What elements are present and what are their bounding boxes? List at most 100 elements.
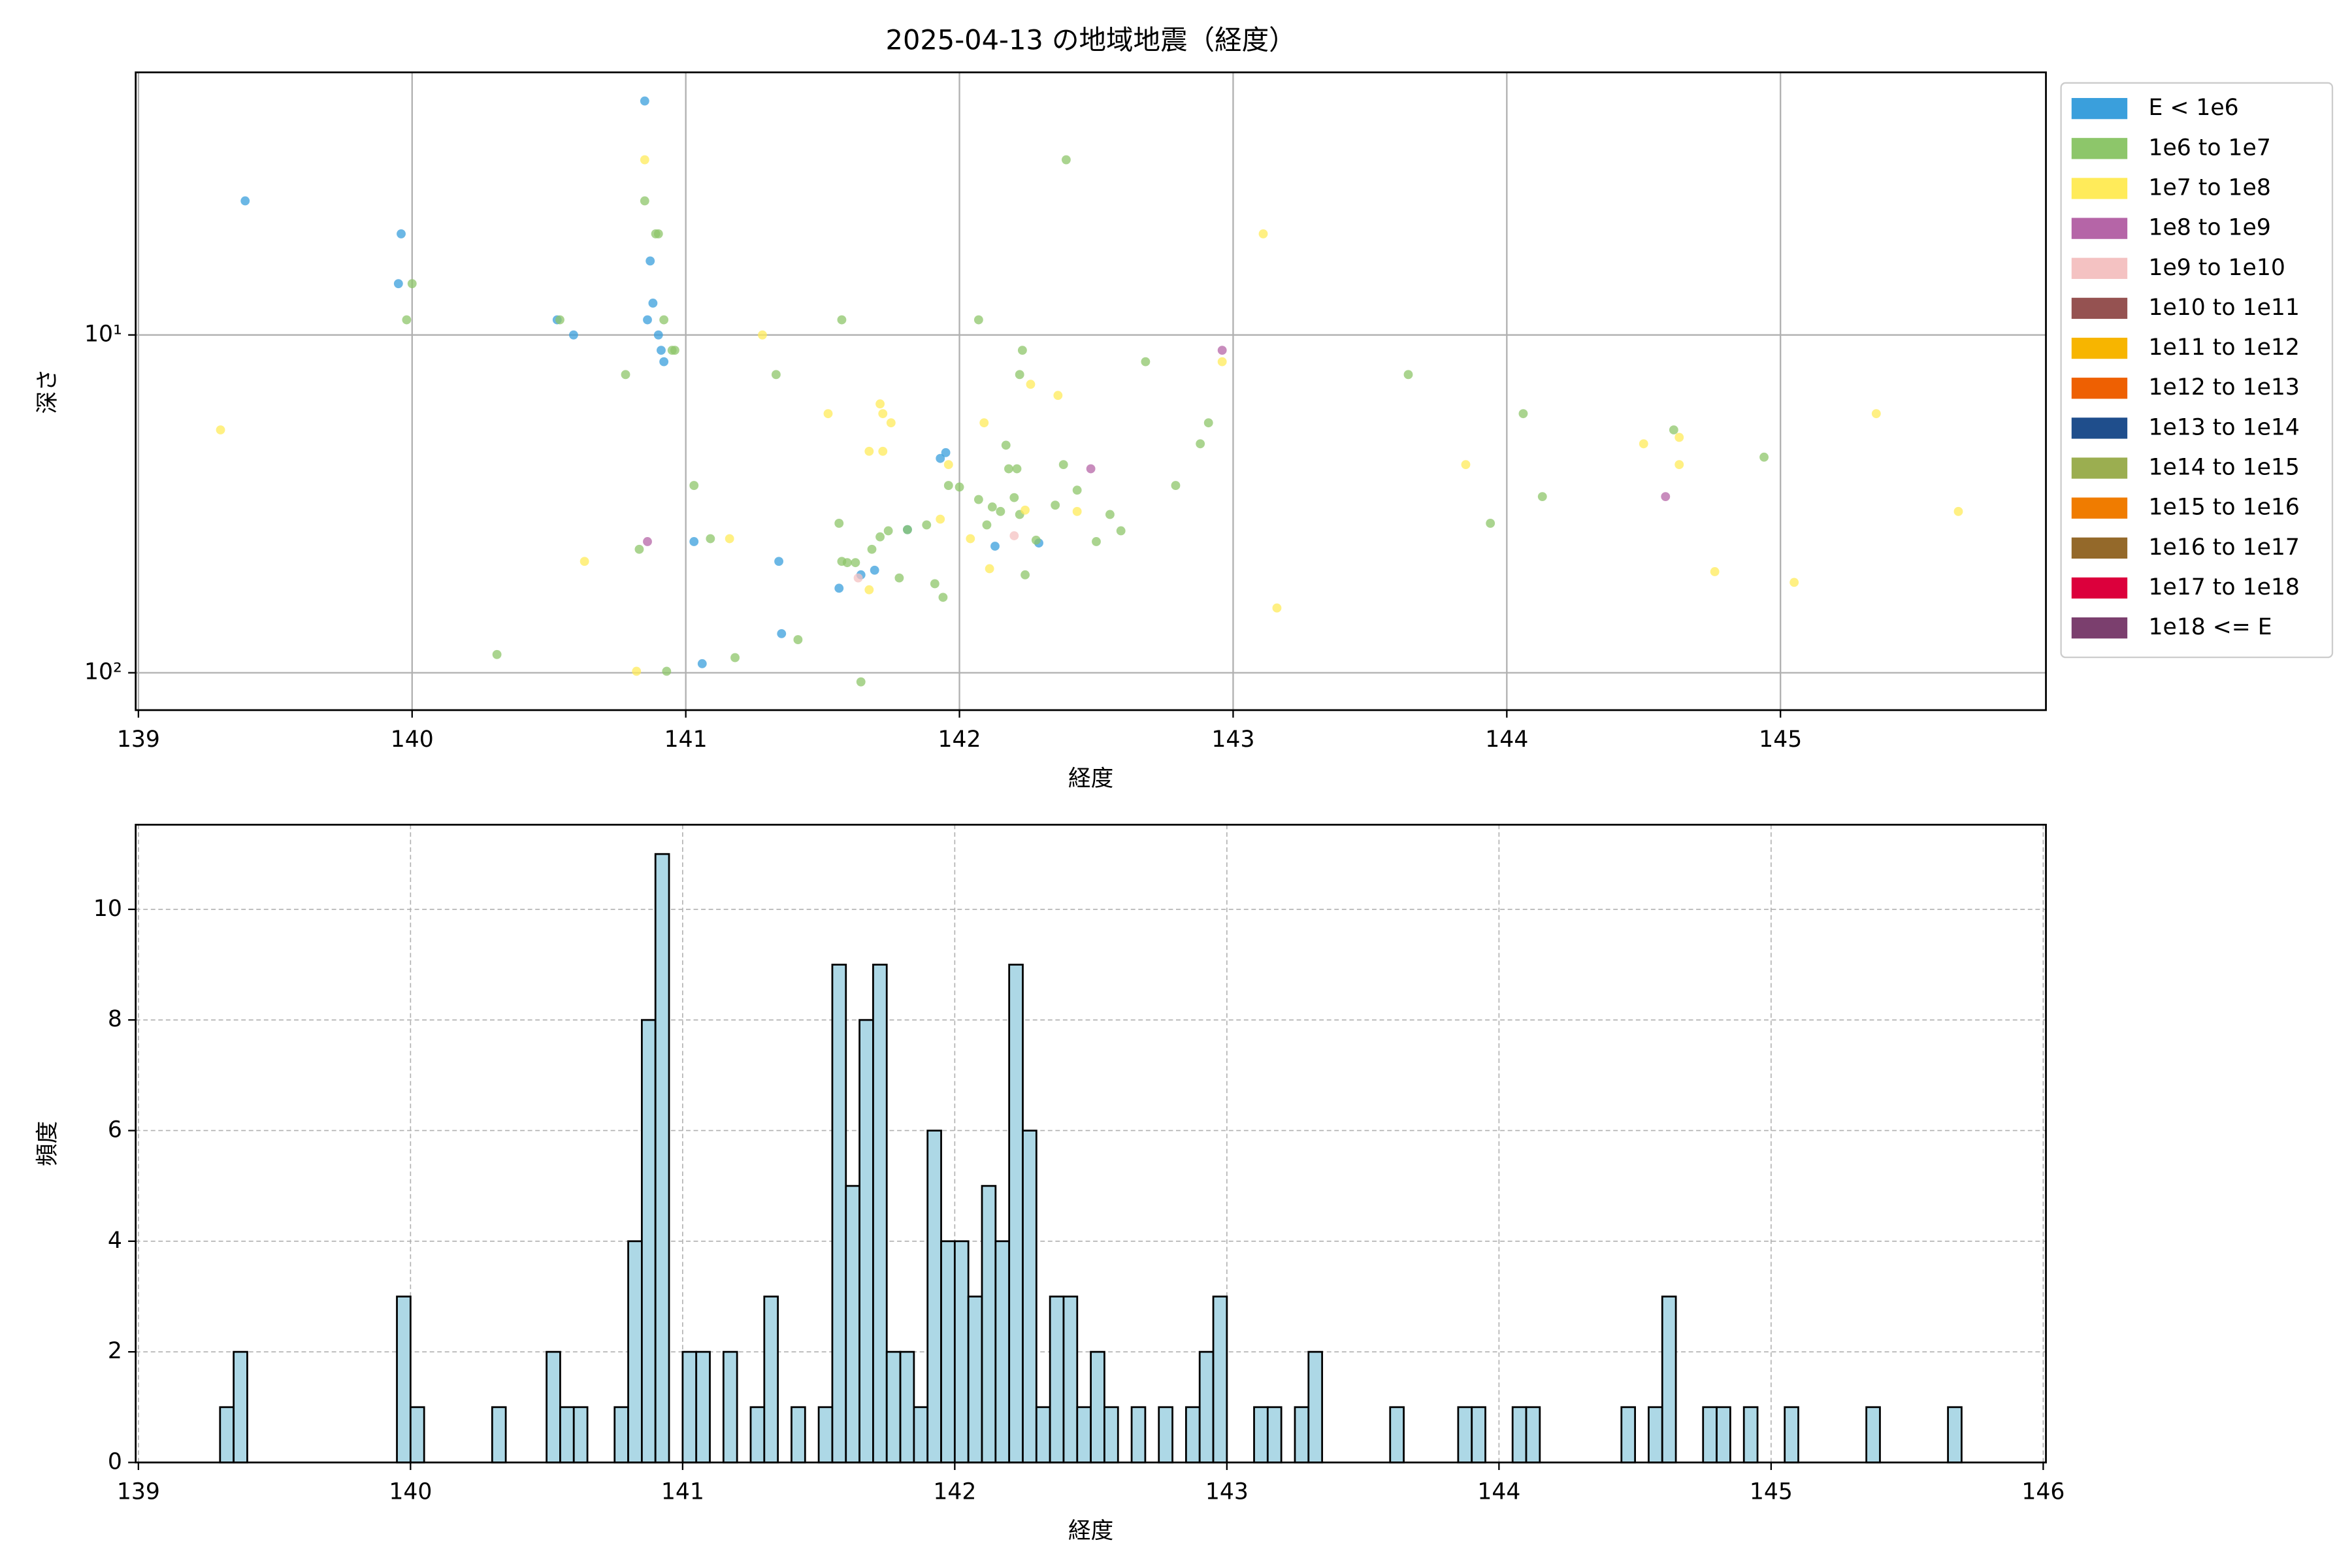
data-point — [1051, 500, 1060, 510]
data-point — [966, 534, 975, 544]
data-point — [1217, 346, 1227, 355]
data-point — [985, 564, 994, 574]
histogram-bar — [1661, 1296, 1677, 1463]
x-tick-label: 144 — [1477, 1479, 1520, 1505]
histogram-bar — [1620, 1406, 1637, 1463]
histogram-bar — [940, 1240, 956, 1463]
data-point — [407, 279, 417, 289]
histogram-bar — [219, 1406, 235, 1463]
data-point — [393, 279, 403, 289]
histogram-bar — [1158, 1406, 1173, 1463]
data-point — [648, 299, 658, 308]
histogram-bar — [722, 1350, 738, 1463]
histogram-bar — [1389, 1406, 1405, 1463]
data-point — [771, 370, 781, 380]
y-tick-label: 10 — [93, 896, 122, 922]
data-point — [1058, 460, 1068, 470]
data-point — [580, 557, 589, 566]
histogram-bar — [899, 1350, 915, 1463]
data-point — [397, 229, 406, 238]
data-point — [823, 409, 833, 419]
data-point — [851, 558, 860, 568]
data-point — [996, 506, 1005, 516]
data-point — [657, 346, 666, 355]
histogram-bar — [1702, 1406, 1718, 1463]
legend-swatch — [2071, 497, 2128, 519]
histogram-bar — [491, 1406, 507, 1463]
legend-swatch — [2071, 537, 2128, 559]
data-point — [777, 629, 787, 638]
legend-label: 1e18 <= E — [2148, 614, 2272, 640]
histogram-bar — [1742, 1406, 1759, 1463]
data-point — [979, 418, 989, 428]
data-point — [886, 418, 896, 428]
data-point — [1053, 391, 1063, 400]
data-point — [1674, 433, 1684, 442]
legend-label: 1e9 to 1e10 — [2148, 255, 2285, 281]
data-point — [645, 256, 655, 266]
data-point — [1871, 409, 1881, 419]
data-point — [670, 346, 679, 355]
histogram-bar — [695, 1350, 711, 1463]
data-point — [1403, 370, 1413, 380]
data-point — [643, 537, 652, 546]
legend-swatch — [2071, 378, 2128, 399]
data-point — [1086, 464, 1096, 474]
x-tick-label: 146 — [2021, 1479, 2065, 1505]
legend-swatch — [2071, 138, 2128, 159]
data-point — [864, 585, 874, 595]
data-point — [653, 229, 663, 238]
plot-frame — [135, 71, 2047, 711]
histogram-bar — [1198, 1350, 1215, 1463]
legend-label: 1e14 to 1e15 — [2148, 455, 2299, 481]
data-point — [973, 495, 983, 504]
data-point — [1001, 440, 1011, 450]
data-point — [883, 526, 893, 536]
histogram-bar — [872, 964, 888, 1463]
legend-label: 1e6 to 1e7 — [2148, 135, 2270, 161]
data-point — [1203, 418, 1213, 428]
histogram-bar — [233, 1350, 248, 1463]
data-point — [1661, 492, 1671, 502]
histogram-bar — [1076, 1406, 1092, 1463]
legend-box — [2060, 82, 2334, 659]
histogram-bar — [1130, 1406, 1147, 1463]
data-point — [632, 666, 642, 676]
data-point — [640, 96, 649, 106]
x-tick-label: 145 — [1759, 727, 1802, 753]
data-point — [689, 481, 699, 491]
legend-swatch — [2071, 297, 2128, 319]
histogram-bar — [831, 964, 847, 1463]
data-point — [1061, 155, 1071, 165]
data-point — [492, 649, 502, 659]
data-point — [922, 520, 932, 530]
data-point — [875, 399, 885, 409]
x-tick-label: 144 — [1485, 727, 1528, 753]
data-point — [1026, 380, 1036, 389]
data-point — [1217, 357, 1227, 367]
histogram-bar — [1049, 1296, 1065, 1463]
legend-swatch — [2071, 617, 2128, 639]
data-point — [941, 448, 951, 457]
histogram-bar — [1253, 1406, 1269, 1463]
data-point — [903, 525, 912, 534]
data-point — [842, 558, 852, 568]
histogram-bar — [1525, 1406, 1541, 1463]
y-tick-label: 4 — [108, 1228, 122, 1254]
histogram-bar — [1471, 1406, 1486, 1463]
histogram-bar — [613, 1406, 629, 1463]
legend-swatch — [2071, 257, 2128, 279]
histogram-bar — [1784, 1406, 1799, 1463]
data-point — [1486, 519, 1495, 528]
data-point — [1789, 578, 1799, 587]
chart-title: 2025-04-13 の地域地震（経度） — [886, 24, 1296, 56]
data-point — [867, 544, 877, 554]
data-point — [555, 315, 564, 325]
x-tick-label: 140 — [391, 727, 434, 753]
data-point — [973, 315, 983, 325]
histogram-bar — [967, 1296, 983, 1463]
y-tick-label: 2 — [108, 1338, 122, 1364]
histogram-bar — [926, 1130, 942, 1463]
data-point — [943, 481, 953, 491]
legend-swatch — [2071, 457, 2128, 479]
